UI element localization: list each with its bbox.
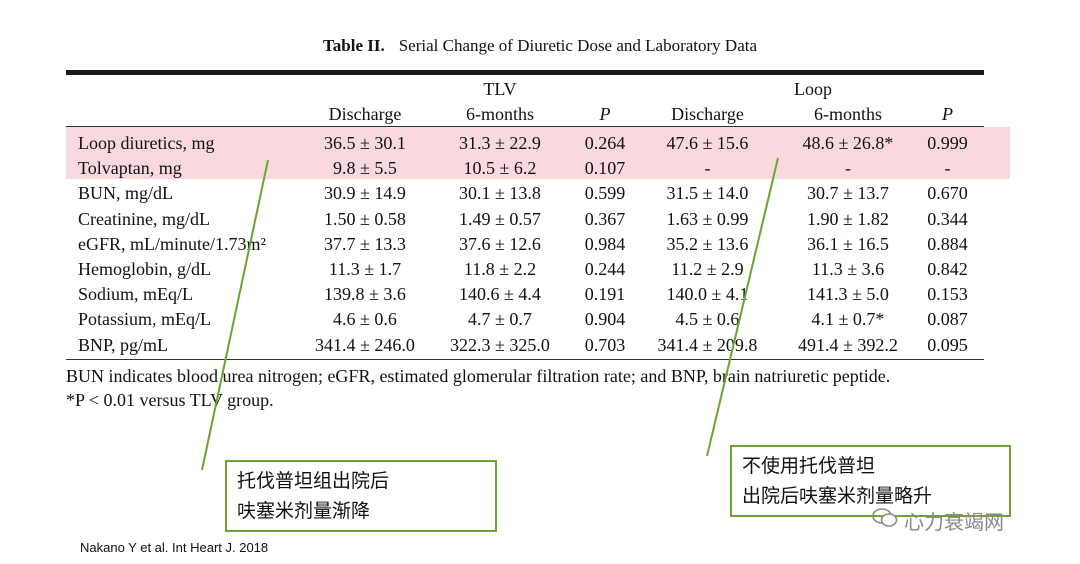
table-cell: 47.6 ± 15.6 bbox=[666, 133, 749, 153]
column-header: Discharge bbox=[671, 104, 744, 124]
table-cell: 36.5 ± 30.1 bbox=[324, 133, 406, 153]
row-label: Sodium, mEq/L bbox=[78, 284, 194, 304]
table-cell: 48.6 ± 26.8* bbox=[802, 133, 894, 153]
table-cell: 0.095 bbox=[927, 335, 968, 355]
table-cell: 0.670 bbox=[927, 183, 968, 203]
table-cell: 37.7 ± 13.3 bbox=[324, 234, 406, 254]
column-header: 6-months bbox=[813, 104, 882, 124]
table-cell: 31.5 ± 14.0 bbox=[666, 183, 749, 203]
watermark-text: 心力衰竭网 bbox=[904, 510, 1004, 534]
table-cell: 4.5 ± 0.6 bbox=[675, 309, 740, 329]
table-cell: 30.1 ± 13.8 bbox=[459, 183, 541, 203]
table-cell: 0.999 bbox=[927, 133, 968, 153]
table-cell: 30.7 ± 13.7 bbox=[807, 183, 889, 203]
table-cell: 341.4 ± 246.0 bbox=[315, 335, 415, 355]
row-label: BNP, pg/mL bbox=[78, 335, 169, 355]
row-label: Potassium, mEq/L bbox=[78, 309, 212, 329]
table-cell: 0.884 bbox=[927, 234, 968, 254]
group-header-loop: Loop bbox=[794, 79, 832, 99]
table-cell: 0.264 bbox=[584, 133, 626, 153]
table-cell: 0.904 bbox=[584, 309, 626, 329]
watermark: 心力衰竭网 bbox=[872, 506, 1004, 535]
row-label: BUN, mg/dL bbox=[78, 183, 174, 203]
row-label: Creatinine, mg/dL bbox=[78, 209, 210, 229]
callout-line: 出院后呋塞米剂量略升 bbox=[742, 485, 933, 507]
table-cell: 1.63 ± 0.99 bbox=[666, 209, 749, 229]
table-cell: 37.6 ± 12.6 bbox=[459, 234, 541, 254]
arrow-left bbox=[201, 159, 269, 471]
top-rule bbox=[66, 70, 984, 75]
table-cell: 322.3 ± 325.0 bbox=[450, 335, 550, 355]
callout-left: 托伐普坦组出院后 呋塞米剂量渐降 bbox=[225, 460, 497, 532]
table-cell: 9.8 ± 5.5 bbox=[333, 158, 397, 178]
table-cell: 35.2 ± 13.6 bbox=[666, 234, 749, 254]
table-cell: 0.367 bbox=[584, 209, 626, 229]
table-cell: 1.49 ± 0.57 bbox=[459, 209, 541, 229]
table-cell: 0.191 bbox=[584, 284, 626, 304]
table-cell: 11.3 ± 1.7 bbox=[328, 259, 402, 279]
callout-line: 呋塞米剂量渐降 bbox=[237, 500, 371, 522]
footnote: BUN indicates blood urea nitrogen; eGFR,… bbox=[66, 366, 891, 386]
table-cell: 491.4 ± 392.2 bbox=[798, 335, 898, 355]
callout-right: 不使用托伐普坦 出院后呋塞米剂量略升 bbox=[730, 445, 1011, 517]
wechat-icon bbox=[872, 507, 898, 534]
header-rule bbox=[66, 126, 984, 127]
footnote: *P < 0.01 versus TLV group. bbox=[66, 390, 274, 410]
table-cell: 30.9 ± 14.9 bbox=[324, 183, 406, 203]
row-label: Tolvaptan, mg bbox=[78, 158, 182, 178]
row-label: eGFR, mL/minute/1.73m² bbox=[78, 234, 266, 254]
table-cell: 11.3 ± 3.6 bbox=[811, 259, 885, 279]
table-cell: - bbox=[704, 158, 711, 178]
table-cell: 0.244 bbox=[584, 259, 626, 279]
table-cell: 0.087 bbox=[927, 309, 968, 329]
arrow-right bbox=[706, 157, 779, 457]
table-cell: 139.8 ± 3.6 bbox=[324, 284, 406, 304]
table-cell: 140.0 ± 4.1 bbox=[666, 284, 749, 304]
table-cell: 0.842 bbox=[927, 259, 968, 279]
table-cell: 0.344 bbox=[927, 209, 968, 229]
table-title: Table II. Serial Change of Diuretic Dose … bbox=[0, 36, 1080, 56]
column-header: Discharge bbox=[328, 104, 402, 124]
callout-line: 托伐普坦组出院后 bbox=[237, 470, 390, 492]
highlight-band bbox=[66, 127, 1010, 179]
table-cell: 4.6 ± 0.6 bbox=[333, 309, 397, 329]
column-header: 6-months bbox=[465, 104, 534, 124]
column-header: P bbox=[599, 104, 611, 124]
table-cell: 0.153 bbox=[927, 284, 968, 304]
table-cell: 1.50 ± 0.58 bbox=[324, 209, 406, 229]
table-cell: 0.599 bbox=[584, 183, 626, 203]
table-cell: 0.107 bbox=[584, 158, 626, 178]
table-cell: 11.2 ± 2.9 bbox=[671, 259, 744, 279]
column-header: P bbox=[942, 104, 953, 124]
table-cell: 31.3 ± 22.9 bbox=[459, 133, 541, 153]
bottom-rule bbox=[66, 359, 984, 360]
table-cell: 10.5 ± 6.2 bbox=[463, 158, 537, 178]
table-cell: 36.1 ± 16.5 bbox=[807, 234, 889, 254]
table-cell: 141.3 ± 5.0 bbox=[807, 284, 889, 304]
row-label: Loop diuretics, mg bbox=[78, 133, 215, 153]
table-cell: 0.703 bbox=[584, 335, 626, 355]
table-cell: 4.7 ± 0.7 bbox=[468, 309, 532, 329]
table-cell: - bbox=[845, 158, 851, 178]
group-header-tlv: TLV bbox=[483, 79, 517, 99]
table-cell: 140.6 ± 4.4 bbox=[459, 284, 541, 304]
table-label: Table II. bbox=[322, 36, 385, 55]
citation: Nakano Y et al. Int Heart J. 2018 bbox=[80, 540, 269, 555]
table-cell: 4.1 ± 0.7* bbox=[811, 309, 885, 329]
table-cell: 0.984 bbox=[584, 234, 626, 254]
table-cell: 11.8 ± 2.2 bbox=[463, 259, 537, 279]
table-caption: Serial Change of Diuretic Dose and Labor… bbox=[398, 36, 758, 55]
table-cell: - bbox=[944, 158, 951, 178]
callout-line: 不使用托伐普坦 bbox=[742, 455, 876, 477]
table-cell: 1.90 ± 1.82 bbox=[807, 209, 889, 229]
row-label: Hemoglobin, g/dL bbox=[78, 259, 211, 279]
